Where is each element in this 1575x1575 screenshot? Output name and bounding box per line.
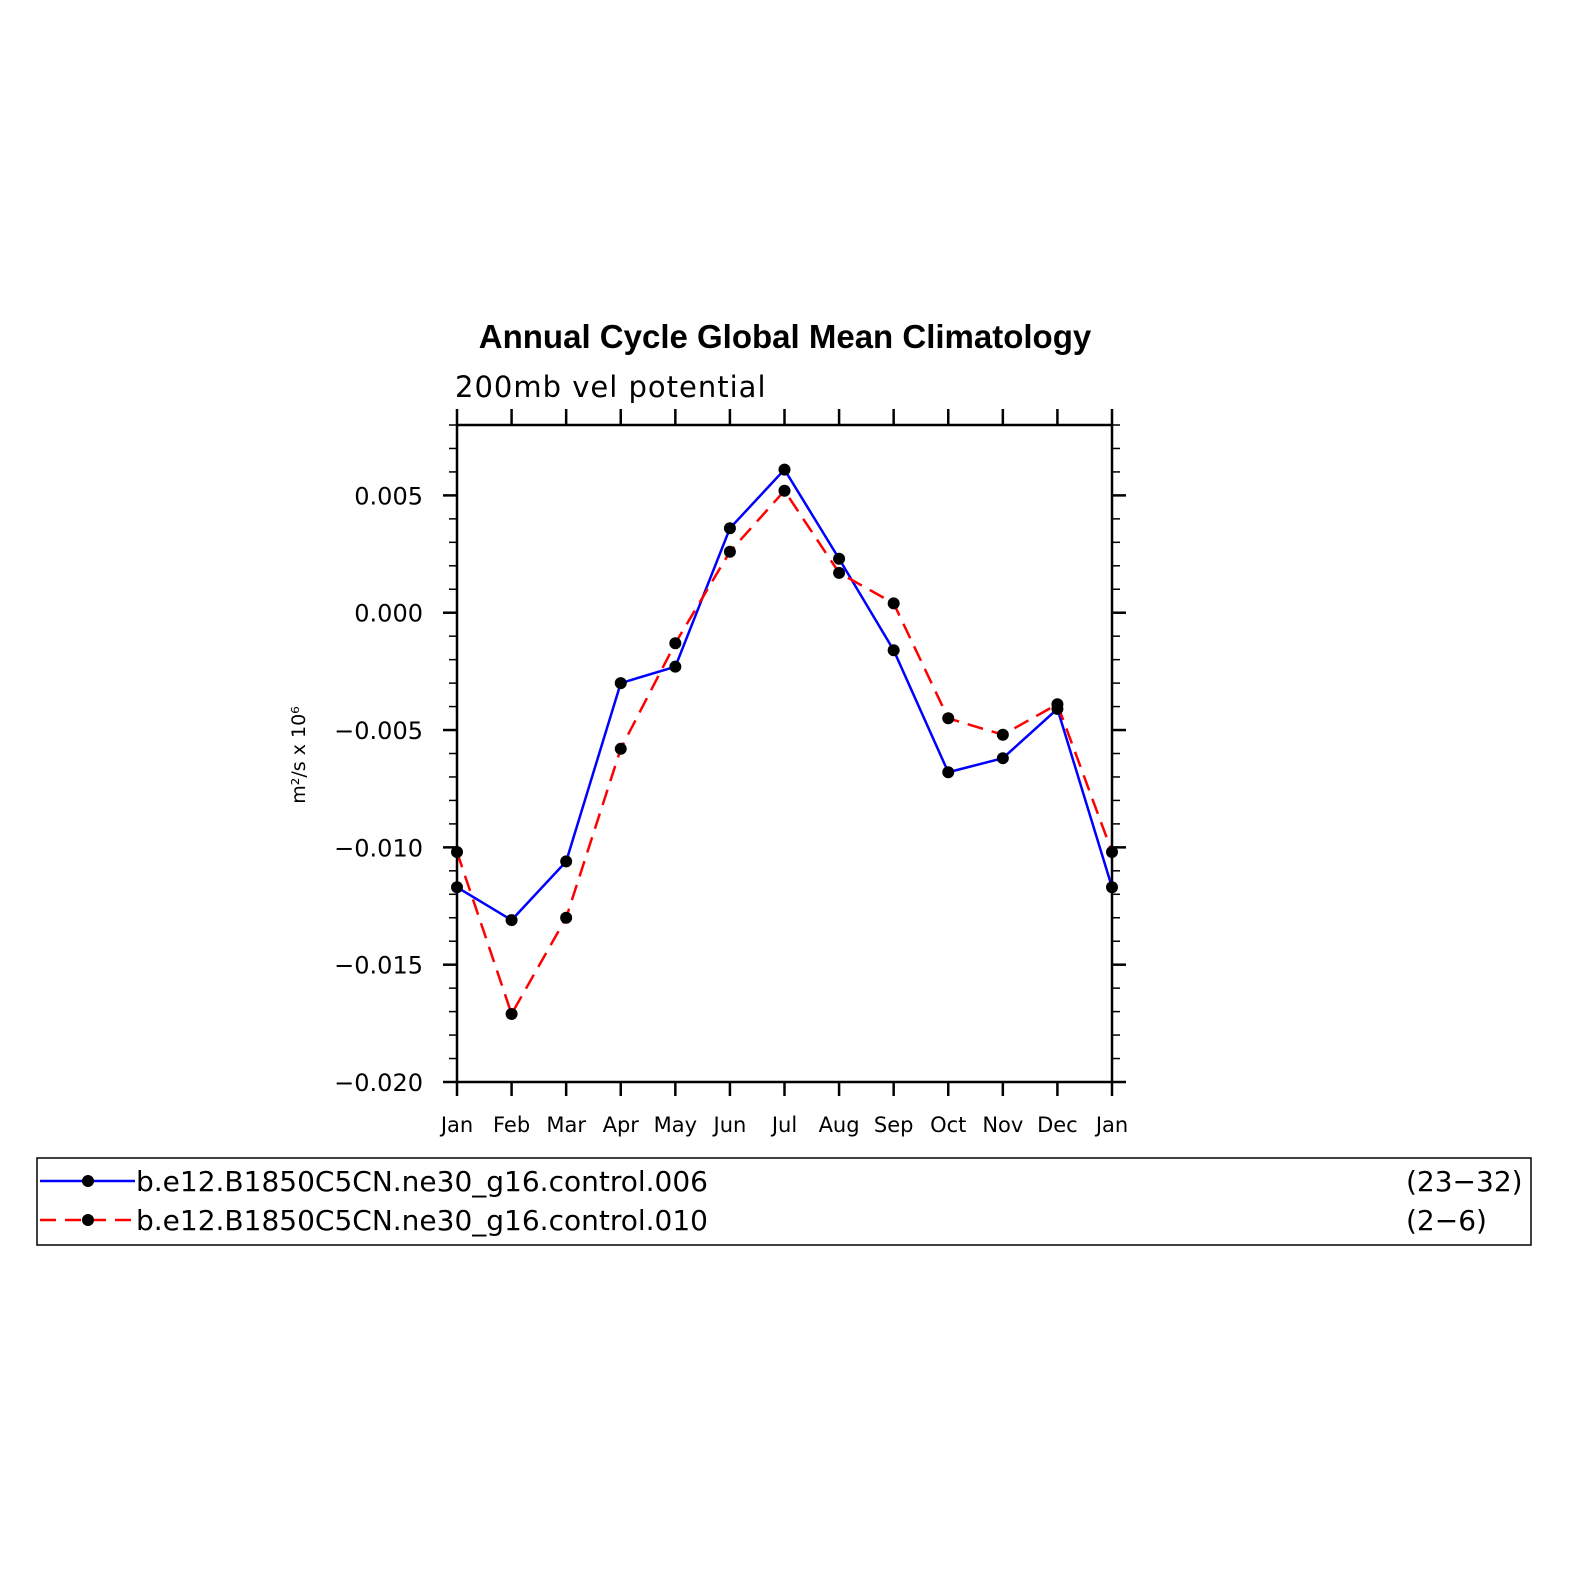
x-tick-labels: Jan Feb Mar Apr May Jun Jul Aug Sep Oct Nov Dec Jan [439,1113,1128,1137]
x-tick-label: Dec [1037,1113,1078,1137]
x-tick-label: Nov [982,1113,1023,1137]
legend-box [36,1157,1532,1246]
plot-frame [455,423,1114,1084]
y-tick-label: 0.005 [354,482,423,510]
x-tick-label: Jan [1094,1113,1128,1137]
data-point-s2 [778,484,791,497]
data-point-s1 [451,881,463,894]
data-point-s1 [996,752,1009,765]
data-point-s1 [560,855,573,868]
legend-marker-1 [82,1175,94,1187]
data-point-s1 [833,552,846,565]
data-point-s2 [669,637,682,650]
data-point-s1 [669,660,682,673]
data-point-s2 [614,742,627,755]
x-tick-label: Jul [770,1113,797,1137]
series-lines [455,467,1114,1018]
x-tick-label: Jan [439,1113,473,1137]
x-tick-label: Feb [493,1113,530,1137]
y-tick-label: −0.010 [334,834,423,862]
data-markers [451,463,1118,1020]
data-point-s1 [942,766,955,779]
data-point-s1 [723,522,736,535]
x-tick-label: Aug [819,1113,860,1137]
y-tick-label: −0.020 [334,1069,423,1097]
data-point-s2 [1051,698,1064,711]
data-point-s1 [614,677,627,690]
legend-marker-2 [82,1214,94,1226]
chart-subtitle: 200mb vel potential [455,370,767,404]
legend-label-2: b.e12.B1850C5CN.ne30_g16.control.010 [136,1204,708,1237]
data-point-s1 [1106,881,1118,894]
x-tick-label: May [654,1113,697,1137]
y-tick-label: −0.005 [334,717,423,745]
data-point-s2 [505,1007,518,1020]
series-line-2 [455,488,1114,1018]
legend-years-2: (2−6) [1406,1204,1487,1237]
y-axis-label: m²/s x 10⁶ [288,706,310,804]
series-line-1 [456,467,1114,922]
data-point-s2 [887,597,900,610]
data-point-s2 [451,846,463,859]
axis-ticks [443,409,1126,1096]
data-point-s1 [778,463,791,476]
y-tick-label: 0.000 [354,600,423,628]
data-point-s2 [942,712,955,725]
data-point-s2 [996,728,1009,741]
chart-title: Annual Cycle Global Mean Climatology [479,318,1092,355]
data-point-s2 [723,545,736,558]
y-tick-labels: −0.020 −0.015 −0.010 −0.005 0.000 0.005 [334,482,423,1097]
x-tick-label: Mar [546,1113,586,1137]
data-point-s1 [887,644,900,657]
y-tick-label: −0.015 [334,952,423,980]
x-tick-label: Oct [930,1113,966,1137]
x-tick-label: Jun [712,1113,747,1137]
legend-years-1: (23−32) [1406,1165,1523,1198]
data-point-s2 [1106,846,1118,859]
data-point-s1 [505,914,518,927]
data-point-s2 [560,911,573,924]
legend-label-1: b.e12.B1850C5CN.ne30_g16.control.006 [136,1165,708,1198]
legend: b.e12.B1850C5CN.ne30_g16.control.006 (23−… [40,1165,1523,1237]
x-tick-label: Apr [603,1113,640,1137]
x-tick-label: Sep [874,1113,914,1137]
data-point-s2 [833,566,846,579]
